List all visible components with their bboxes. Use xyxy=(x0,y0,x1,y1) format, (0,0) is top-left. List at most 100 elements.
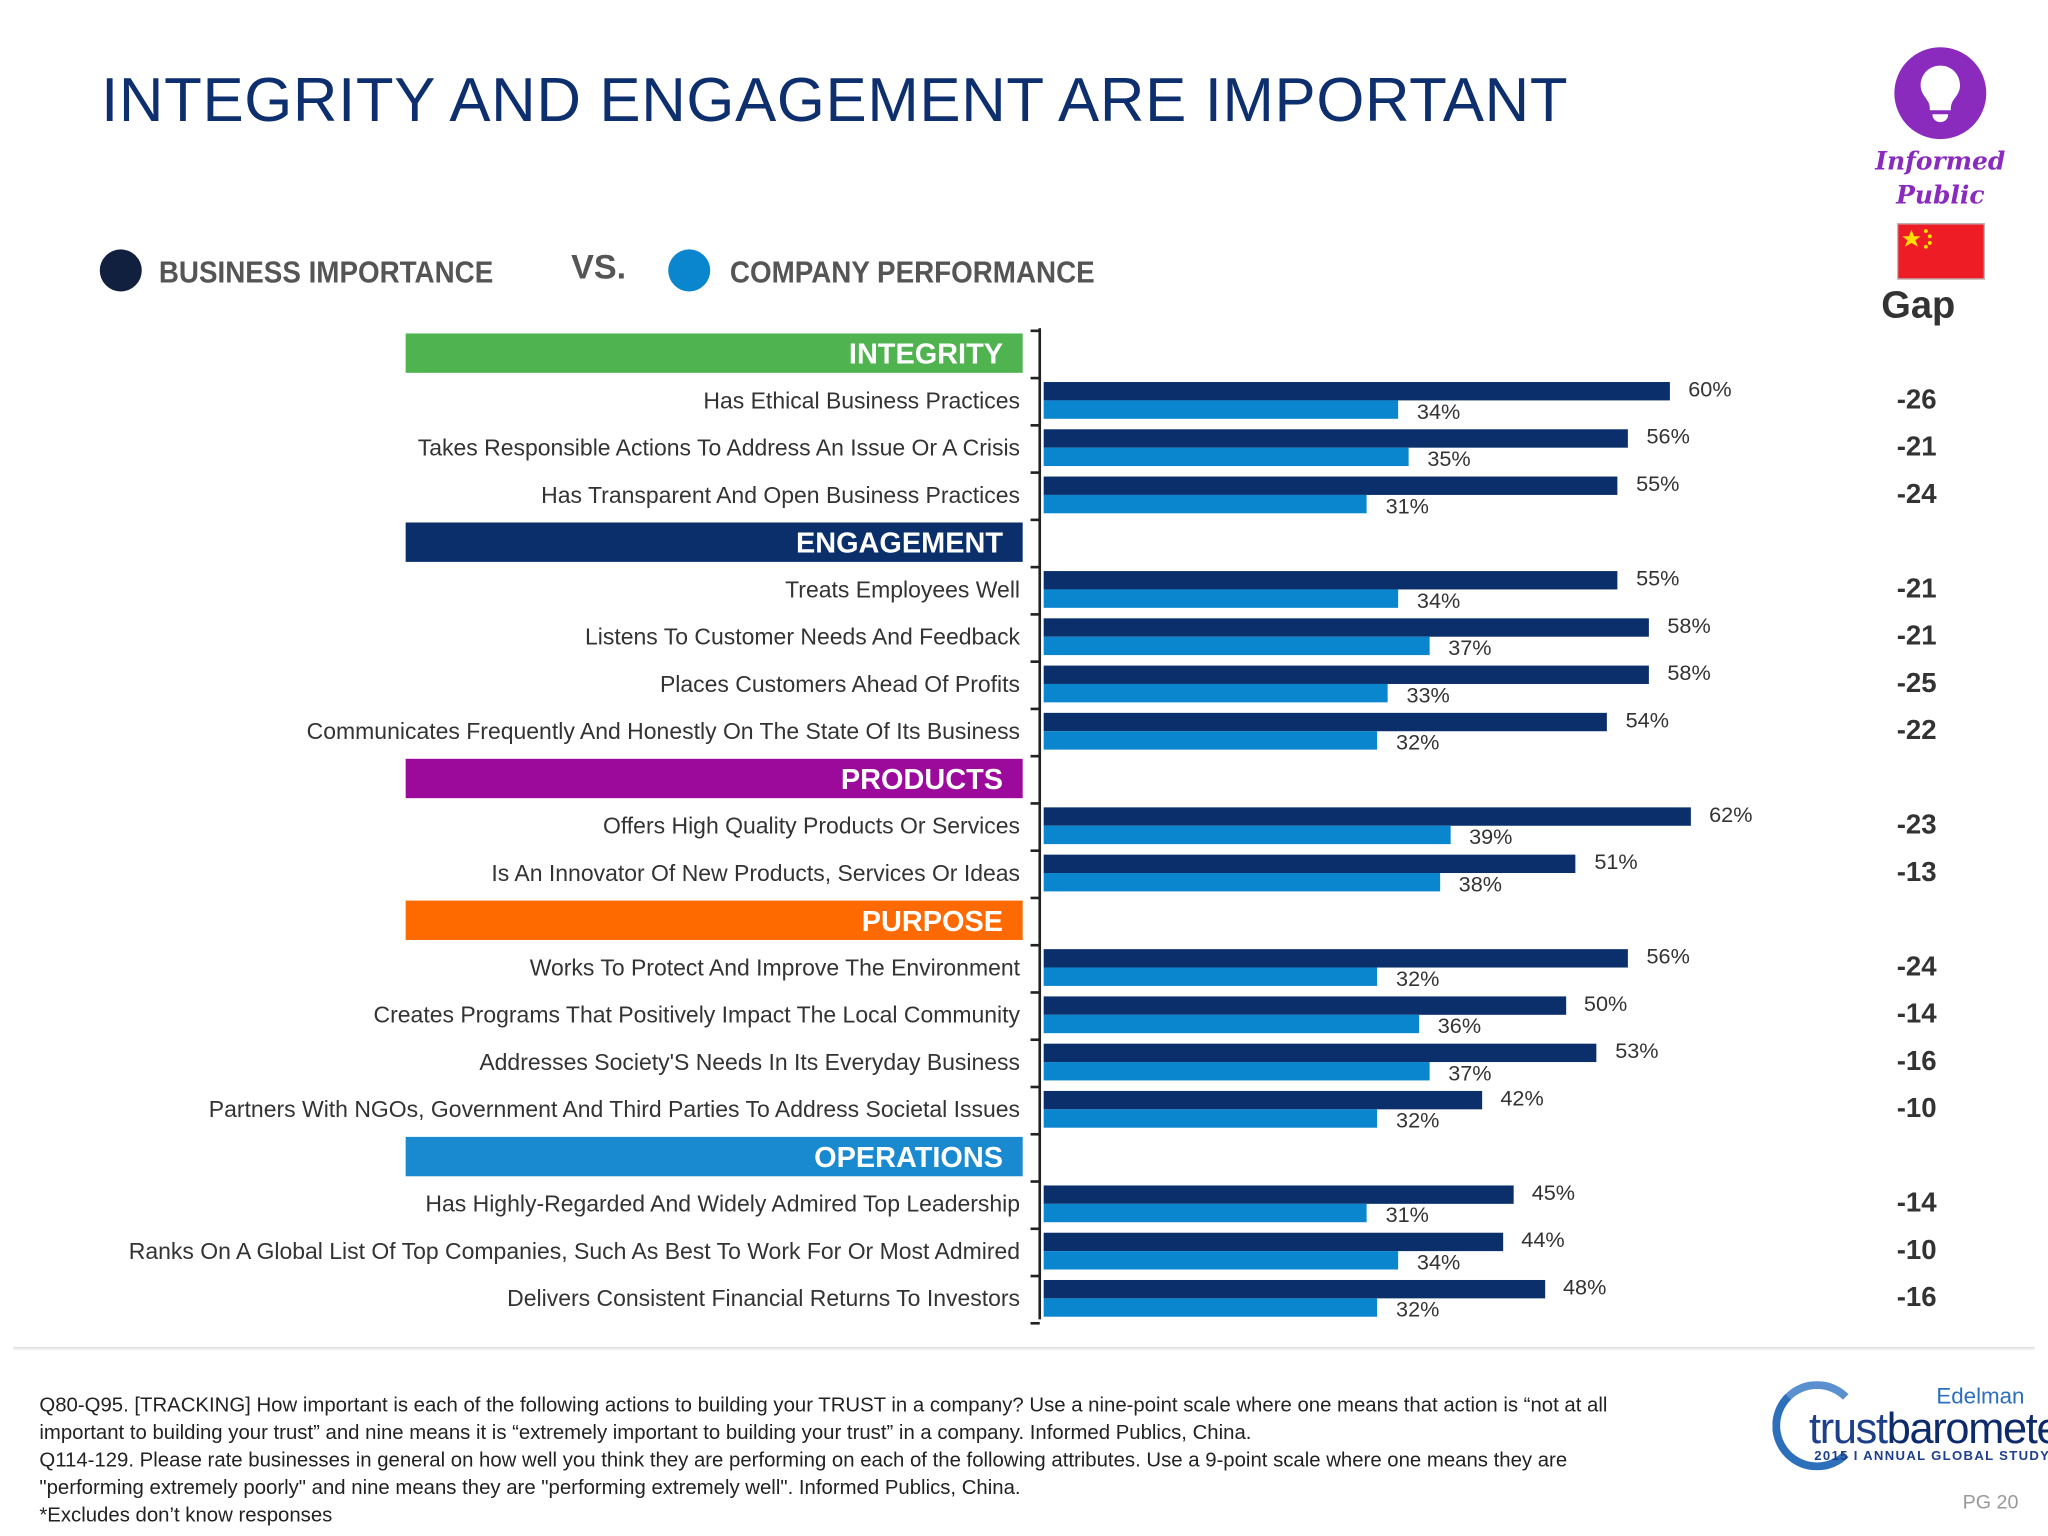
axis-tick xyxy=(1030,1227,1040,1231)
value-label-importance: 60% xyxy=(1688,378,1732,402)
value-label-importance: 48% xyxy=(1563,1276,1607,1300)
divider xyxy=(13,1346,2035,1351)
value-label-importance: 58% xyxy=(1667,614,1711,639)
row-label: Delivers Consistent Financial Returns To… xyxy=(507,1285,1021,1312)
footnote-note: *Excludes don’t know responses xyxy=(39,1504,333,1527)
axis-tick xyxy=(1030,802,1040,805)
bar-importance xyxy=(1043,712,1608,732)
logo-trust: trust xyxy=(1809,1403,1888,1452)
bar-importance xyxy=(1043,429,1629,448)
bar-importance xyxy=(1043,571,1618,590)
value-label-importance: 56% xyxy=(1646,425,1690,449)
row-label: Offers High Quality Products Or Services xyxy=(602,812,1021,839)
value-label-performance: 33% xyxy=(1406,683,1450,708)
bar-importance xyxy=(1043,382,1670,401)
footnote: Q80-Q95. [TRACKING] How important is eac… xyxy=(39,1392,1667,1530)
logo-barometer: barometer xyxy=(1886,1403,2048,1452)
bar-performance xyxy=(1043,1109,1378,1128)
axis-tick xyxy=(1030,1038,1040,1042)
value-label-performance: 35% xyxy=(1427,447,1471,472)
value-label-performance: 34% xyxy=(1416,1251,1461,1275)
gap-value: -21 xyxy=(1896,573,1937,604)
gap-value: -21 xyxy=(1896,431,1937,463)
bar-performance xyxy=(1043,494,1368,514)
row-label: Takes Responsible Actions To Address An … xyxy=(417,434,1021,461)
bar-performance xyxy=(1043,589,1399,608)
value-label-performance: 37% xyxy=(1448,1062,1492,1086)
value-label-importance: 53% xyxy=(1615,1039,1659,1064)
bar-importance xyxy=(1043,476,1618,495)
row-label: Creates Programs That Positively Impact … xyxy=(373,1001,1021,1028)
gap-value: -21 xyxy=(1896,620,1937,652)
axis-tick xyxy=(1030,329,1040,333)
gap-value: -14 xyxy=(1896,1188,1937,1219)
category-header-purpose: PURPOSE xyxy=(405,900,1023,940)
category-header-operations: OPERATIONS xyxy=(405,1136,1023,1177)
persona-label: Informed Public xyxy=(1838,144,2043,212)
legend-vs: VS. xyxy=(571,246,627,287)
gap-header: Gap xyxy=(1881,284,1956,327)
gap-value: -10 xyxy=(1896,1093,1937,1124)
bar-importance xyxy=(1043,618,1649,637)
china-flag-icon xyxy=(1896,223,1985,280)
bar-performance xyxy=(1043,1298,1378,1317)
gap-value: -16 xyxy=(1896,1046,1937,1077)
bar-importance xyxy=(1043,1043,1597,1063)
gap-value: -14 xyxy=(1896,999,1937,1030)
bar-performance xyxy=(1043,1014,1420,1034)
bar-performance xyxy=(1043,683,1389,703)
value-label-performance: 36% xyxy=(1437,1014,1482,1039)
row-label: Has Ethical Business Practices xyxy=(703,387,1021,414)
gap-value: -24 xyxy=(1896,479,1937,510)
bar-performance xyxy=(1043,825,1451,845)
axis-tick xyxy=(1030,565,1040,569)
axis-tick xyxy=(1030,991,1040,994)
value-label-importance: 51% xyxy=(1594,850,1638,875)
gap-value: -16 xyxy=(1896,1282,1937,1313)
value-label-importance: 58% xyxy=(1667,661,1711,686)
value-label-performance: 32% xyxy=(1396,1298,1440,1322)
axis-tick xyxy=(1030,1085,1040,1089)
axis-tick xyxy=(1030,1132,1040,1136)
row-label: Listens To Customer Needs And Feedback xyxy=(584,623,1021,650)
value-label-performance: 38% xyxy=(1458,873,1503,897)
category-header-engagement: ENGAGEMENT xyxy=(405,522,1023,562)
bar-performance xyxy=(1043,636,1430,656)
value-label-importance: 50% xyxy=(1583,992,1628,1017)
axis-tick xyxy=(1030,849,1040,853)
category-header-integrity: INTEGRITY xyxy=(405,333,1023,373)
row-label: Treats Employees Well xyxy=(785,576,1021,603)
footnote-q1: Q80-Q95. [TRACKING] How important is eac… xyxy=(39,1394,1608,1445)
value-label-importance: 45% xyxy=(1531,1181,1576,1206)
value-label-importance: 55% xyxy=(1636,472,1680,497)
bar-importance xyxy=(1043,949,1629,968)
value-label-importance: 44% xyxy=(1521,1228,1565,1253)
value-label-importance: 42% xyxy=(1500,1086,1544,1111)
bar-performance xyxy=(1043,1251,1399,1270)
legend-dot-importance xyxy=(99,249,142,292)
footnote-q2: Q114-129. Please rate businesses in gene… xyxy=(39,1449,1568,1500)
bar-importance xyxy=(1043,807,1691,826)
value-label-performance: 32% xyxy=(1396,967,1440,992)
axis-tick xyxy=(1030,896,1040,900)
value-label-performance: 31% xyxy=(1385,494,1429,519)
bar-performance xyxy=(1043,447,1409,467)
value-label-importance: 62% xyxy=(1709,803,1753,828)
row-label: Is An Innovator Of New Products, Service… xyxy=(491,859,1021,887)
value-label-performance: 39% xyxy=(1469,825,1513,850)
axis-tick xyxy=(1030,707,1040,711)
axis-tick xyxy=(1030,1321,1040,1325)
page-title: INTEGRITY AND ENGAGEMENT ARE IMPORTANT xyxy=(101,64,1569,134)
logo-study: 2015 I ANNUAL GLOBAL STUDY xyxy=(1814,1449,2048,1464)
value-label-performance: 34% xyxy=(1416,400,1461,425)
chart-axis xyxy=(1038,328,1042,1320)
axis-tick xyxy=(1030,613,1040,616)
axis-tick xyxy=(1030,424,1040,427)
axis-tick xyxy=(1030,471,1040,474)
bar-importance xyxy=(1043,1232,1503,1252)
legend-dot-performance xyxy=(668,249,711,292)
value-label-performance: 34% xyxy=(1416,589,1461,614)
row-label: Works To Protect And Improve The Environ… xyxy=(529,954,1021,981)
category-header-products: PRODUCTS xyxy=(405,758,1023,799)
